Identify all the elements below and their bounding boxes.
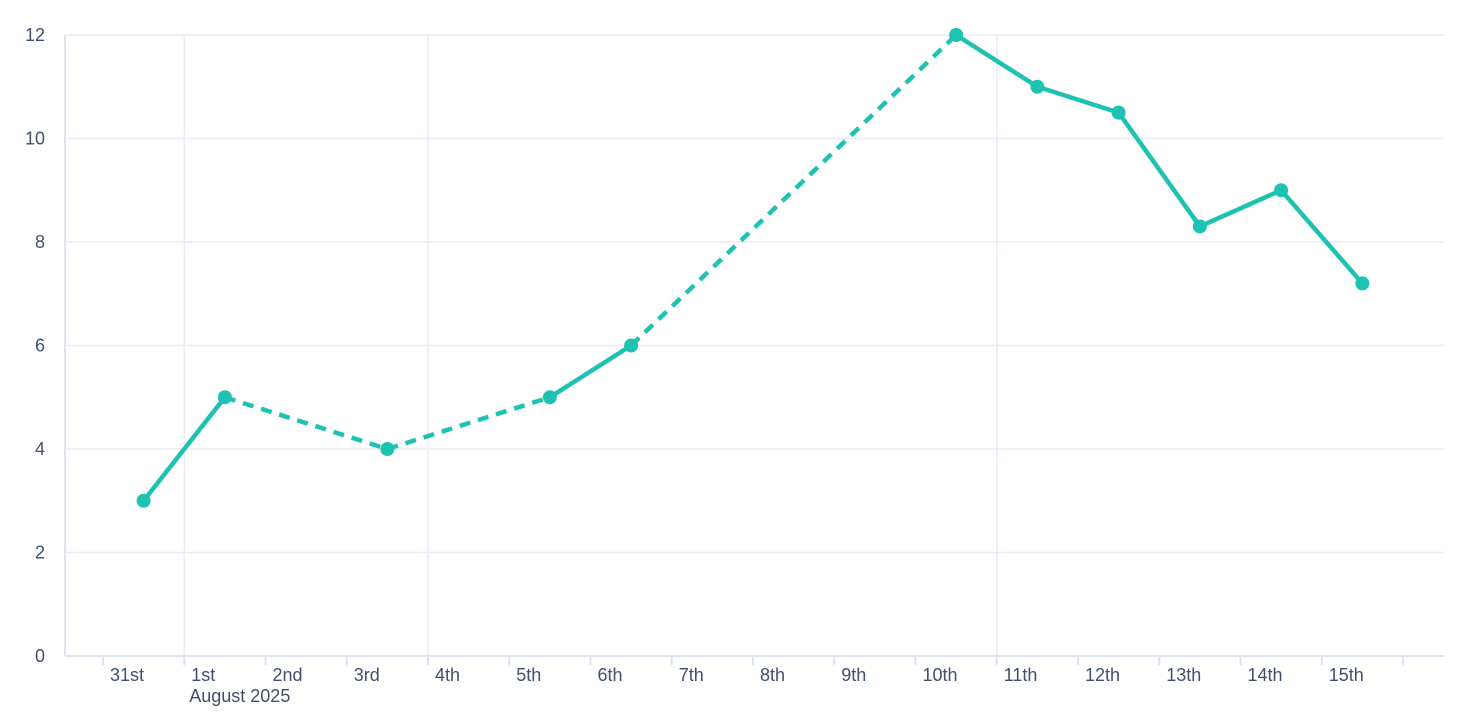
line-segment-solid <box>141 395 228 503</box>
x-tick-label: 3rd <box>354 665 380 685</box>
x-tick-label: 15th <box>1329 665 1364 685</box>
x-tick-label: 12th <box>1085 665 1120 685</box>
y-tick-label: 4 <box>35 439 45 459</box>
data-point[interactable] <box>217 390 232 405</box>
data-point[interactable] <box>1274 183 1289 198</box>
line-segment-solid <box>1035 84 1121 115</box>
line-segment-solid <box>1278 188 1365 286</box>
line-segment-solid <box>547 343 634 400</box>
x-tick-label: 6th <box>598 665 623 685</box>
data-point[interactable] <box>380 442 395 456</box>
y-tick-label: 6 <box>35 336 45 356</box>
y-tick-label: 10 <box>25 129 45 149</box>
y-tick-label: 12 <box>25 25 45 45</box>
data-point[interactable] <box>1355 276 1370 291</box>
line-segment-dashed <box>629 33 958 348</box>
x-axis-month-label: August 2025 <box>189 686 290 706</box>
x-tick-label: 5th <box>516 665 541 685</box>
line-segment-solid <box>1116 110 1203 229</box>
line-segment-solid <box>953 32 1040 89</box>
x-tick-label: 7th <box>679 665 704 685</box>
x-tick-label: 9th <box>841 665 866 685</box>
data-point[interactable] <box>949 28 964 42</box>
x-tick-label: 1st <box>191 665 215 685</box>
x-tick-label: 4th <box>435 665 460 685</box>
data-point[interactable] <box>1111 105 1126 120</box>
line-segment-dashed <box>224 395 389 452</box>
x-tick-label: 31st <box>110 665 144 685</box>
data-point[interactable] <box>1030 79 1045 94</box>
y-tick-label: 8 <box>35 232 45 252</box>
line-segment-dashed <box>386 395 551 452</box>
data-point[interactable] <box>624 338 639 353</box>
data-point[interactable] <box>542 390 557 405</box>
x-tick-label: 10th <box>923 665 958 685</box>
x-tick-label: 8th <box>760 665 785 685</box>
x-tick-label: 2nd <box>273 665 303 685</box>
x-tick-label: 13th <box>1166 665 1201 685</box>
x-tick-label: 14th <box>1248 665 1283 685</box>
y-tick-label: 2 <box>35 543 45 563</box>
y-tick-label: 0 <box>35 646 45 666</box>
x-tick-label: 11th <box>1004 665 1038 685</box>
data-point[interactable] <box>136 493 151 508</box>
line-segment-solid <box>1197 188 1284 229</box>
data-point[interactable] <box>1192 219 1207 234</box>
